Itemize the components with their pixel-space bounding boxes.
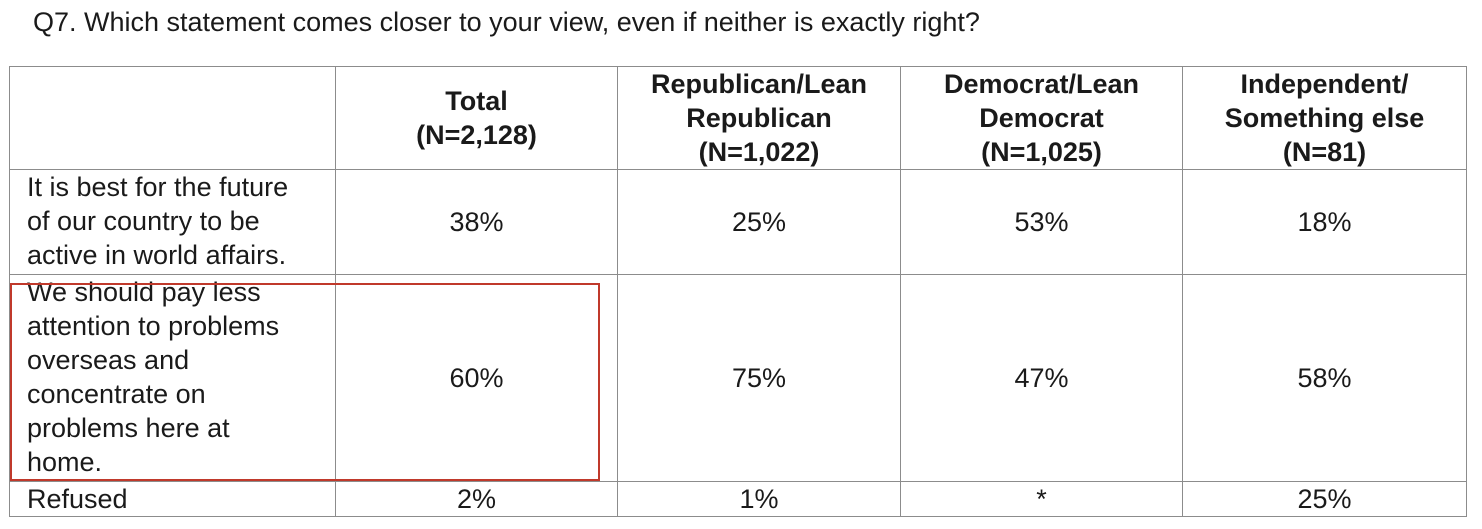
header-republican-line2: Republican (686, 103, 832, 133)
row-label-line: overseas and (27, 345, 190, 375)
row-label-home: We should pay less attention to problems… (9, 274, 336, 482)
question-text: Q7. Which statement comes closer to your… (33, 7, 980, 37)
row-label-line: Refused (27, 484, 128, 514)
header-independent-line1: Independent/ (1240, 69, 1409, 99)
table-row: Refused 2% 1% * 25% (9, 481, 1467, 517)
row-label-line: We should pay less (27, 277, 261, 307)
header-independent-line3: (N=81) (1282, 137, 1367, 167)
row-label-line: home. (27, 447, 103, 477)
header-democrat-line3: (N=1,025) (981, 137, 1102, 167)
header-democrat-line1: Democrat/Lean (943, 69, 1140, 99)
header-total-line2: (N=2,128) (416, 120, 537, 150)
header-democrat-line2: Democrat (979, 103, 1104, 133)
header-total-line1: Total (445, 86, 508, 116)
row-label-refused: Refused (9, 481, 336, 517)
cell-value: 60% (335, 274, 618, 482)
header-republican-line1: Republican/Lean (650, 69, 868, 99)
header-democrat: Democrat/Lean Democrat (N=1,025) (900, 66, 1183, 170)
cell-value: 58% (1182, 274, 1467, 482)
table-row: It is best for the future of our country… (9, 169, 1467, 275)
results-table: Total (N=2,128) Republican/Lean Republic… (9, 66, 1467, 517)
header-total: Total (N=2,128) (335, 66, 618, 170)
header-row: Total (N=2,128) Republican/Lean Republic… (9, 66, 1467, 170)
row-label-line: problems here at (27, 413, 230, 443)
header-republican: Republican/Lean Republican (N=1,022) (617, 66, 901, 170)
cell-value: 75% (617, 274, 901, 482)
row-label-line: of our country to be (27, 206, 260, 236)
cell-value: 2% (335, 481, 618, 517)
cell-value: 47% (900, 274, 1183, 482)
table-row: We should pay less attention to problems… (9, 274, 1467, 482)
row-label-line: active in world affairs. (27, 240, 287, 270)
cell-value: 25% (617, 169, 901, 275)
row-label-line: It is best for the future (27, 172, 289, 202)
cell-value: 1% (617, 481, 901, 517)
header-republican-line3: (N=1,022) (698, 137, 820, 167)
cell-value: 25% (1182, 481, 1467, 517)
header-independent: Independent/ Something else (N=81) (1182, 66, 1467, 170)
cell-value: 53% (900, 169, 1183, 275)
cell-value: 18% (1182, 169, 1467, 275)
cell-value: * (900, 481, 1183, 517)
row-label-line: attention to problems (27, 311, 280, 341)
row-label-active: It is best for the future of our country… (9, 169, 336, 275)
cell-value: 38% (335, 169, 618, 275)
header-independent-line2: Something else (1224, 103, 1425, 133)
row-label-line: concentrate on (27, 379, 206, 409)
header-corner (9, 66, 336, 170)
